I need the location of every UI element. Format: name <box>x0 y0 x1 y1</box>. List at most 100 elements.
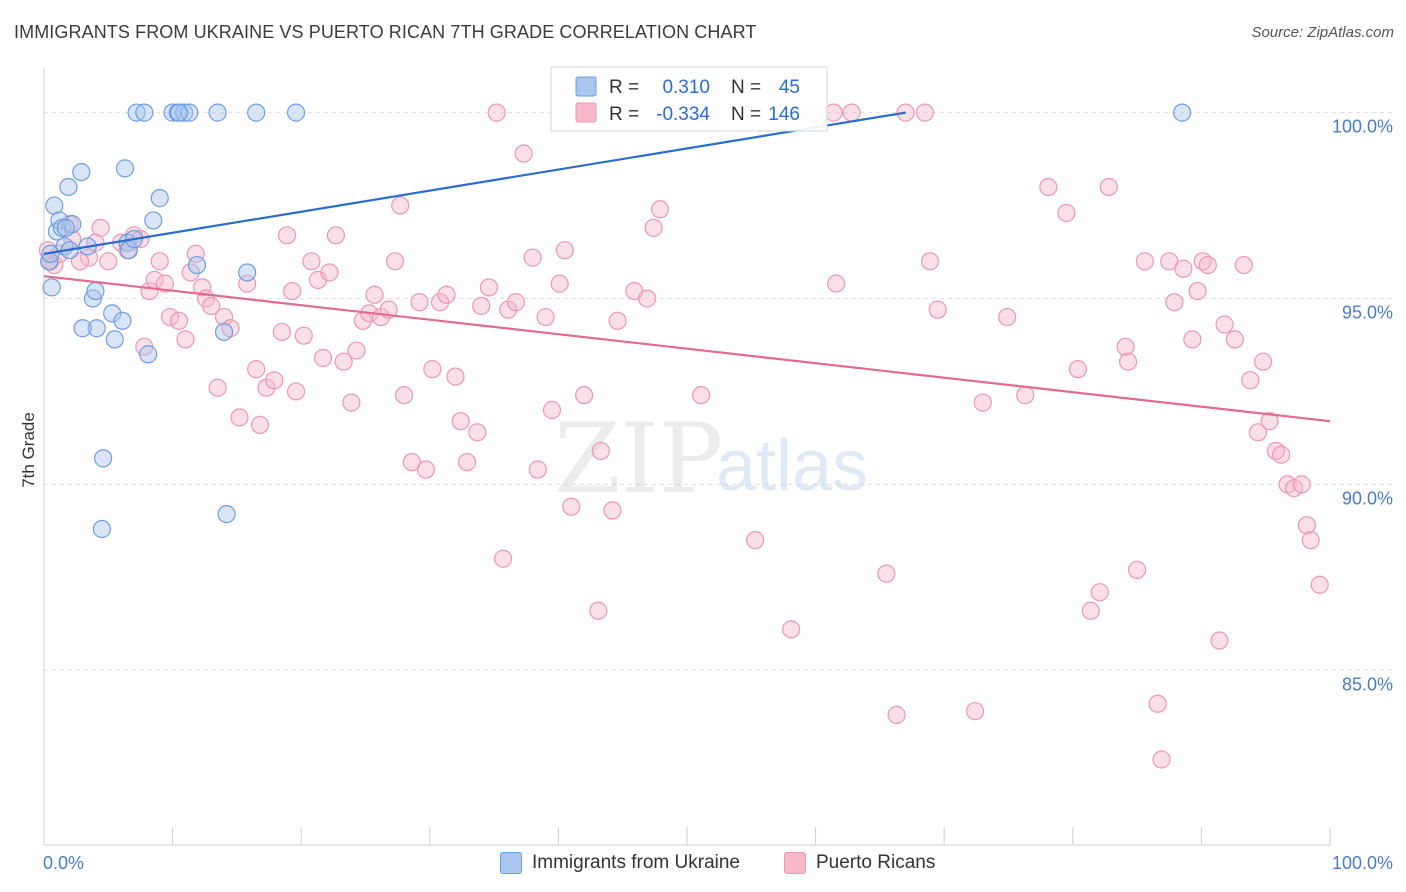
puerto-ricans-point <box>1301 531 1320 550</box>
ukraine-point <box>214 322 234 342</box>
ukraine-point <box>92 519 111 539</box>
legend-swatch-pink <box>575 102 597 123</box>
puerto-ricans-point <box>294 326 313 345</box>
puerto-ricans-point <box>575 386 594 405</box>
puerto-ricans-point <box>1260 412 1279 431</box>
puerto-ricans-point <box>169 311 189 330</box>
ukraine-point <box>72 162 91 182</box>
puerto-ricans-point <box>842 103 861 122</box>
puerto-ricans-point <box>608 311 627 330</box>
puerto-ricans-point <box>326 226 346 245</box>
puerto-ricans-point <box>589 601 608 620</box>
puerto-ricans-point <box>70 252 90 271</box>
y-tick-label: 100.0% <box>1332 117 1393 137</box>
ukraine-point <box>175 103 194 122</box>
puerto-ricans-point <box>915 103 935 122</box>
puerto-ricans-point <box>1090 583 1109 602</box>
ukraine-point <box>286 103 306 122</box>
puerto-ricans-point <box>973 393 992 412</box>
x-tick-label-max: 100.0% <box>1332 853 1393 873</box>
puerto-ricans-point <box>160 307 180 327</box>
puerto-ricans-points <box>38 103 1329 769</box>
puerto-ricans-point <box>920 252 940 271</box>
puerto-ricans-point <box>650 200 670 219</box>
puerto-ricans-point <box>1241 371 1260 390</box>
ukraine-point <box>180 103 199 122</box>
puerto-ricans-point <box>887 705 906 724</box>
puerto-ricans-point <box>1116 337 1135 356</box>
puerto-ricans-point <box>437 285 456 304</box>
ukraine-point <box>105 330 124 349</box>
legend-swatch-puerto-ricans <box>784 852 806 874</box>
legend-n-value-1: 45 <box>779 77 800 98</box>
puerto-ricans-point <box>1016 386 1035 405</box>
puerto-ricans-point <box>1254 352 1273 371</box>
puerto-ricans-point <box>347 341 366 360</box>
watermark: ZIP atlas <box>554 403 868 515</box>
puerto-ricans-point <box>487 103 506 122</box>
puerto-ricans-point <box>385 252 405 271</box>
puerto-ricans-point <box>824 103 843 122</box>
puerto-ricans-point <box>1068 360 1088 379</box>
puerto-ricans-point <box>514 144 533 163</box>
legend-n-label-2: N = <box>731 104 761 125</box>
puerto-ricans-point <box>208 378 227 397</box>
chart-title: IMMIGRANTS FROM UKRAINE VS PUERTO RICAN … <box>14 22 757 42</box>
puerto-ricans-point <box>410 293 429 312</box>
puerto-ricans-point <box>272 322 292 342</box>
puerto-ricans-point <box>1127 560 1147 579</box>
ukraine-point <box>127 103 146 122</box>
ukraine-point <box>208 103 227 122</box>
puerto-ricans-point <box>550 274 569 293</box>
puerto-ricans-point <box>99 252 118 271</box>
ukraine-point <box>42 278 61 297</box>
legend-r-label-2: R = <box>609 104 639 125</box>
ukraine-point <box>59 177 78 197</box>
axes <box>43 68 1331 846</box>
puerto-ricans-point <box>1135 252 1154 271</box>
puerto-ricans-point <box>365 285 384 304</box>
puerto-ricans-point <box>302 252 321 271</box>
puerto-ricans-point <box>479 278 499 297</box>
legend-swatch-blue <box>575 76 597 97</box>
puerto-ricans-point <box>468 423 487 442</box>
puerto-ricans-point <box>446 367 465 386</box>
watermark-atlas: atlas <box>716 426 868 506</box>
puerto-ricans-point <box>214 307 234 327</box>
puerto-ricans-point <box>1152 750 1171 769</box>
ukraine-point <box>135 103 154 122</box>
puerto-ricans-point <box>562 497 581 516</box>
ukraine-point <box>56 218 75 237</box>
puerto-ricans-point <box>827 274 846 293</box>
puerto-ricans-point <box>506 293 526 312</box>
puerto-ricans-point <box>230 408 249 427</box>
puerto-ricans-point <box>320 263 339 282</box>
bottom-legend-puerto-ricans: Puerto Ricans <box>784 852 935 874</box>
puerto-ricans-point <box>1160 252 1179 271</box>
puerto-ricans-point <box>202 296 221 316</box>
legend-n-label-1: N = <box>731 77 761 98</box>
ukraine-point <box>247 103 266 122</box>
puerto-ricans-point <box>247 360 266 379</box>
y-tick-label: 90.0% <box>1342 488 1393 508</box>
ukraine-point <box>52 218 72 237</box>
ukraine-point <box>119 241 138 260</box>
puerto-ricans-point <box>1310 575 1329 594</box>
puerto-ricans-point <box>91 218 110 237</box>
legend-r-value-2: -0.334 <box>656 104 710 125</box>
puerto-ricans-point <box>193 278 212 297</box>
ukraine-point <box>238 263 257 282</box>
puerto-ricans-point <box>265 371 284 390</box>
ukraine-point <box>87 319 106 338</box>
ukraine-point <box>1173 103 1192 122</box>
puerto-ricans-point <box>638 289 657 308</box>
y-tick-label: 95.0% <box>1342 302 1393 322</box>
y-tick-labels: 85.0% 90.0% 95.0% 100.0% <box>1332 117 1393 695</box>
puerto-ricans-point <box>250 415 270 434</box>
puerto-ricans-point <box>542 400 562 420</box>
legend-r-value-1: 0.310 <box>662 77 710 98</box>
puerto-ricans-point <box>181 263 200 282</box>
puerto-ricans-point <box>1272 445 1291 464</box>
puerto-ricans-point <box>1248 423 1268 442</box>
